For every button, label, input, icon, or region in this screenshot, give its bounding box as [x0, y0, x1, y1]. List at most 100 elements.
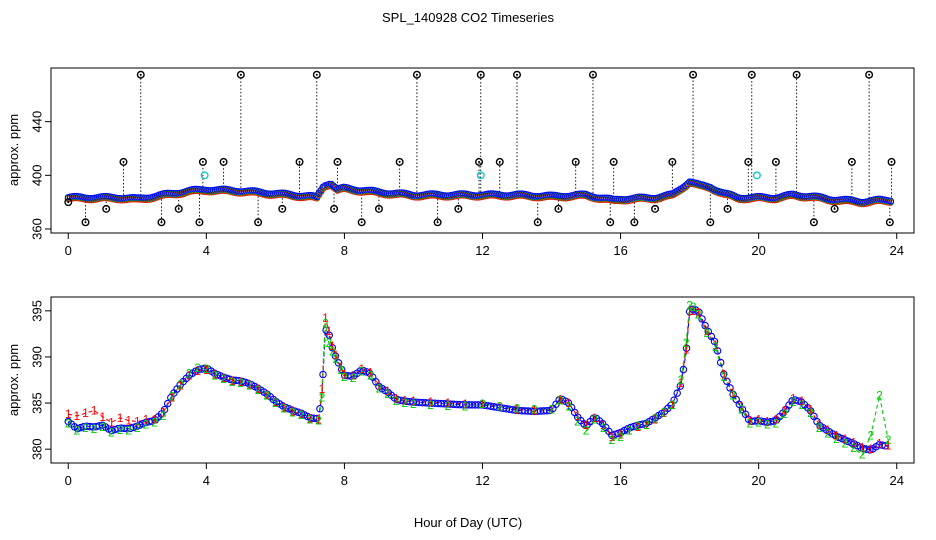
spike-point: [278, 204, 287, 213]
spike-point-core: [177, 207, 180, 210]
series-2-label-marker: 2: [298, 408, 305, 422]
spike-point-core: [747, 160, 750, 163]
series-3-marker: [347, 372, 355, 380]
bottom-x-tick-label: 16: [613, 473, 627, 488]
spike-point-core: [774, 160, 777, 163]
series-1-label-marker: 1: [91, 403, 98, 417]
spike-point: [651, 204, 660, 213]
spike-point: [885, 218, 894, 227]
spike-point-core: [890, 160, 893, 163]
spike-point: [157, 218, 166, 227]
series-2-label-marker: 2: [322, 317, 329, 331]
series-1-label-marker: 1: [634, 420, 641, 434]
top-y-axis: 360 400 440: [30, 111, 51, 240]
series-1-label-marker: 1: [203, 363, 210, 377]
series-1-label-marker: 1: [764, 415, 771, 429]
series-2-label-marker: 2: [583, 424, 590, 438]
series-2-label-marker: 2: [281, 402, 288, 416]
series-2-label-marker: 2: [338, 363, 345, 377]
spike-point: [254, 218, 263, 227]
series-1-label-marker: 1: [220, 371, 227, 385]
series-3-marker: [129, 423, 138, 432]
series-1-label-marker: 1: [643, 418, 650, 432]
top-x-tick-label: 20: [751, 243, 765, 258]
series-2-label-marker: 2: [203, 362, 210, 376]
series-3-marker: [589, 414, 598, 423]
series-1-label-marker: 1: [125, 414, 132, 428]
series-2-label-marker: 2: [798, 398, 805, 412]
spike-point: [374, 204, 383, 213]
spike-point-core: [298, 160, 301, 163]
series-1-label-marker: 1: [329, 339, 336, 353]
series-1-label-marker: 1: [462, 397, 469, 411]
series-2-label-marker: 2: [117, 423, 124, 437]
spike-point-core: [726, 207, 729, 210]
series-1-label-marker: 1: [600, 418, 607, 432]
series-3-marker: [201, 364, 209, 373]
series-3-marker: [160, 405, 169, 414]
spike-point-core: [574, 160, 577, 163]
bottom-x-tick-label: 8: [341, 473, 348, 488]
series-1-label-marker: 1: [194, 364, 201, 378]
series-3-marker: [794, 397, 803, 405]
series-3-marker: [726, 384, 734, 392]
cyan-point: [476, 171, 485, 180]
series-1-label-marker: 1: [384, 384, 391, 398]
series-1-label-marker: 1: [842, 432, 849, 446]
series-1-label-marker: 1: [99, 410, 106, 424]
series-2-label-marker: 2: [609, 433, 616, 447]
series-1-label-marker: 1: [358, 362, 365, 376]
spike-point-core: [222, 160, 225, 163]
series-1-label-marker: 1: [212, 367, 219, 381]
bottom-x-axis-label: Hour of Day (UTC): [414, 515, 522, 530]
series-2-label-marker: 2: [315, 414, 322, 428]
series-2-label-marker: 2: [764, 417, 771, 431]
spike-point-core: [336, 160, 339, 163]
spike-point-core: [692, 73, 695, 76]
spike-point: [847, 157, 856, 166]
series-3-marker: [695, 308, 703, 317]
series-1-label-marker: 1: [755, 413, 762, 427]
series-2-label-marker: 2: [329, 344, 336, 358]
series-2-label-marker: 2: [125, 424, 132, 438]
spike-point-core: [591, 73, 594, 76]
bottom-x-tick-label: 20: [751, 473, 765, 488]
spike-point-core: [479, 73, 482, 76]
series-3-marker: [723, 377, 731, 386]
series-2-label-marker: 2: [384, 387, 391, 401]
series-2-label-marker: 2: [186, 367, 193, 381]
series-2-label-marker: 2: [747, 416, 754, 430]
spike-point-core: [139, 73, 142, 76]
series-2-label-marker: 2: [99, 420, 106, 434]
spike-point: [81, 218, 90, 227]
series-3-marker: [698, 315, 706, 323]
spike-point: [771, 157, 780, 166]
series-2-label-marker: 2: [600, 421, 607, 435]
spike-point: [64, 198, 73, 207]
series-1-label-marker: 1: [108, 415, 115, 429]
series-2-label-marker: 2: [868, 428, 875, 442]
series-2-label-marker: 2: [548, 403, 555, 417]
series-2-label-marker: 2: [341, 370, 348, 384]
spike-point: [412, 70, 421, 79]
spike-point: [865, 70, 874, 79]
series-3-marker: [673, 389, 681, 397]
series-2-label-marker: 2: [816, 421, 823, 435]
series-3-marker: [331, 352, 340, 360]
bottom-x-tick-label: 24: [890, 473, 904, 488]
spike-point-core: [516, 73, 519, 76]
series-1-label-marker: 1: [773, 413, 780, 427]
series-3-marker: [334, 359, 343, 367]
series-1-label-marker: 1: [367, 366, 374, 380]
series-2-label-marker: 2: [773, 416, 780, 430]
series-1-label-marker: 1: [151, 413, 158, 427]
series-2-label-marker: 2: [781, 407, 788, 421]
series-1-label-marker: 1: [686, 304, 693, 318]
spike-point: [689, 70, 698, 79]
series-1-label-marker: 1: [721, 367, 728, 381]
series-2-label-marker: 2: [445, 399, 452, 413]
top-x-tick-label: 12: [475, 243, 489, 258]
series-1-label-marker: 1: [816, 417, 823, 431]
series-1-label-marker: 1: [781, 403, 788, 417]
